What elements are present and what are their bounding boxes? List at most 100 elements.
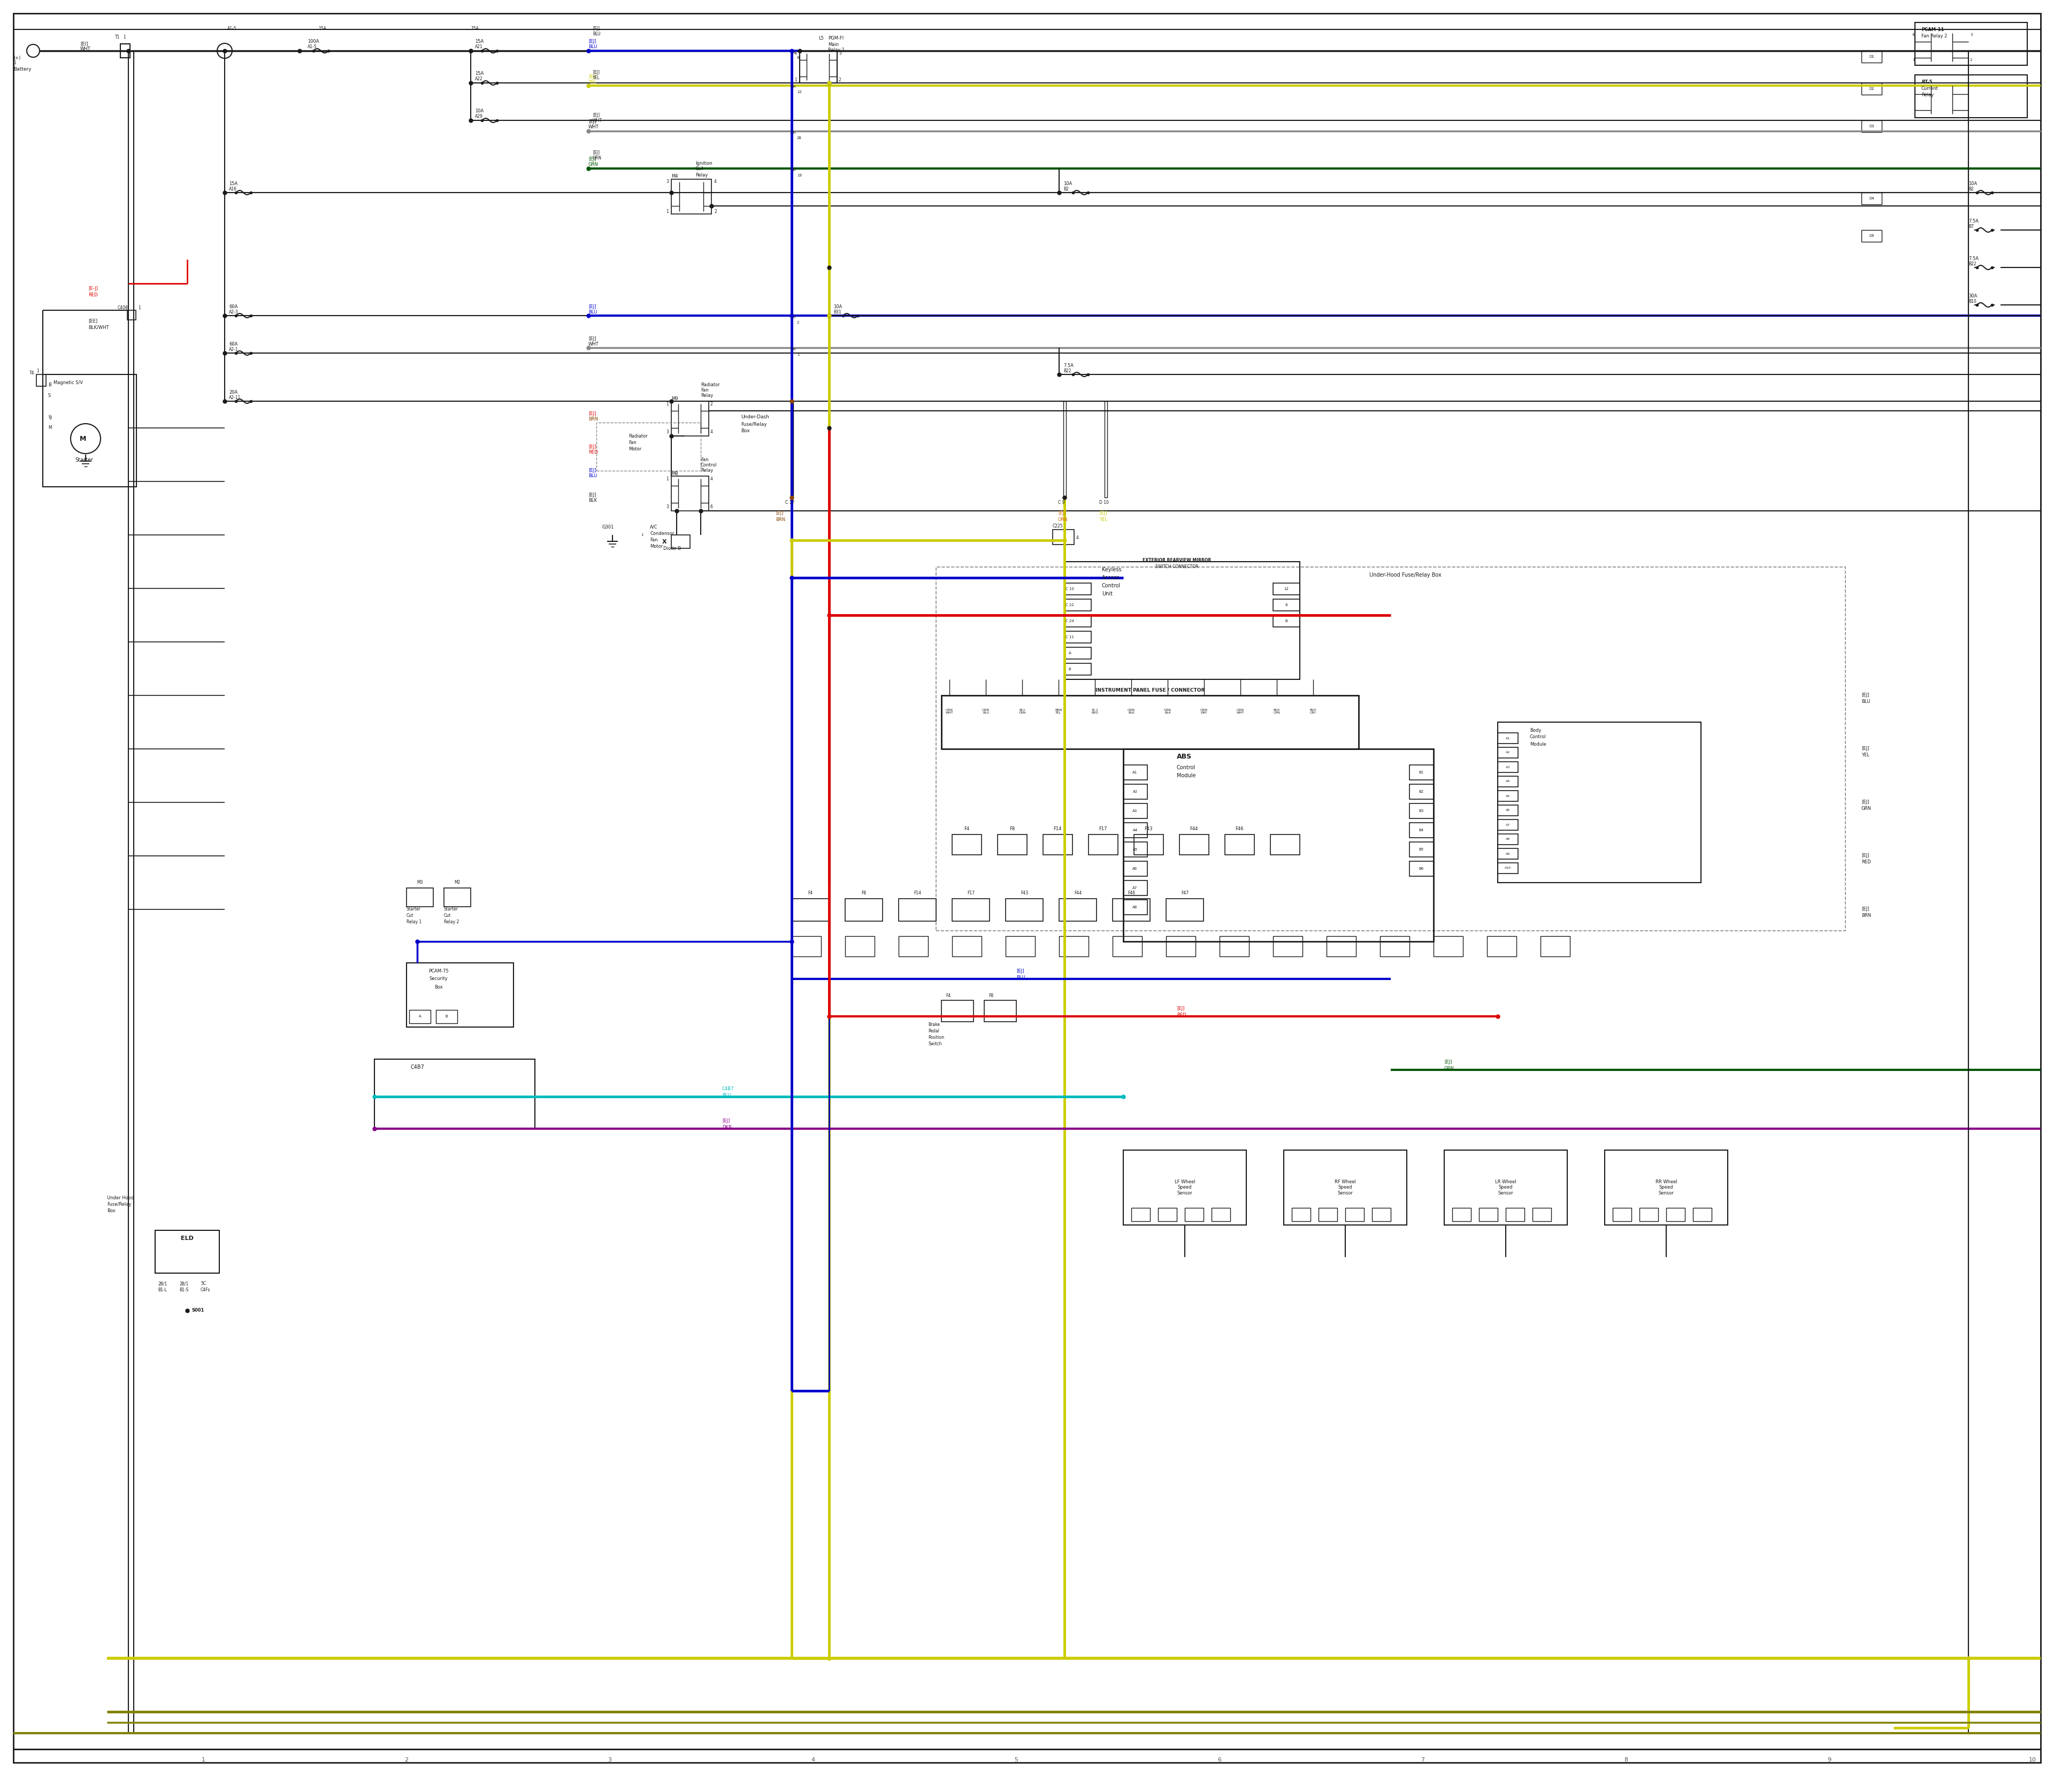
- Bar: [1612, 1208, 1631, 1220]
- Text: B1-L: B1-L: [158, 1288, 166, 1292]
- Text: PCAM-11: PCAM-11: [1920, 27, 1943, 32]
- Bar: [1134, 835, 1163, 855]
- Text: 4: 4: [1076, 536, 1078, 539]
- Text: Under Hood: Under Hood: [107, 1195, 134, 1201]
- Text: [EJ]: [EJ]: [1058, 511, 1066, 516]
- Text: D5: D5: [1869, 235, 1873, 238]
- Bar: [1409, 765, 1434, 780]
- Text: Relay: Relay: [1920, 91, 1933, 97]
- Bar: [1124, 785, 1148, 799]
- Text: C 22: C 22: [1066, 604, 1074, 607]
- Text: INSTRUMENT PANEL FUSE / CONNECTOR: INSTRUMENT PANEL FUSE / CONNECTOR: [1095, 688, 1206, 692]
- Text: A7: A7: [1506, 824, 1510, 826]
- Bar: [1124, 823, 1148, 837]
- Text: 30A: 30A: [1968, 294, 1978, 297]
- Text: B2: B2: [1419, 790, 1423, 794]
- Text: 4: 4: [715, 179, 717, 185]
- Text: A2-3: A2-3: [228, 310, 238, 314]
- Bar: [998, 835, 1027, 855]
- Text: A29: A29: [474, 115, 483, 118]
- Text: GRN: GRN: [587, 163, 598, 167]
- Text: F44: F44: [1189, 826, 1197, 831]
- Text: [EJ]: [EJ]: [776, 511, 783, 516]
- Text: [EJ]: [EJ]: [1861, 799, 1869, 805]
- Text: [EJ]: [EJ]: [1017, 968, 1025, 973]
- Bar: [672, 477, 709, 511]
- Text: D1: D1: [1869, 56, 1873, 59]
- Text: 1: 1: [665, 210, 668, 213]
- Text: BLU: BLU: [1017, 975, 1025, 980]
- Text: 2: 2: [715, 210, 717, 213]
- Text: 4: 4: [711, 430, 713, 435]
- Text: A6: A6: [1506, 808, 1510, 812]
- Bar: [1380, 935, 1409, 957]
- Text: Motor: Motor: [629, 446, 641, 452]
- Bar: [1006, 898, 1043, 921]
- Text: B2: B2: [1968, 186, 1974, 192]
- Bar: [1444, 1150, 1567, 1226]
- Bar: [1124, 765, 1148, 780]
- Bar: [791, 935, 822, 957]
- Bar: [672, 401, 709, 435]
- Text: 7.5A: 7.5A: [1968, 256, 1978, 262]
- Text: Switch: Switch: [928, 1041, 941, 1047]
- Text: YEL: YEL: [594, 75, 600, 81]
- Bar: [1861, 82, 1881, 95]
- Text: B: B: [1286, 620, 1288, 622]
- Text: [EJ]: [EJ]: [587, 444, 596, 450]
- Text: Under-Hood Fuse/Relay Box: Under-Hood Fuse/Relay Box: [1370, 572, 1442, 577]
- Text: [EJ]: [EJ]: [594, 113, 600, 118]
- Bar: [1064, 599, 1091, 611]
- Text: Module: Module: [1530, 742, 1547, 747]
- Bar: [1409, 785, 1434, 799]
- Text: B2: B2: [1064, 186, 1068, 192]
- Bar: [1273, 935, 1302, 957]
- Text: Fan: Fan: [700, 457, 709, 462]
- Bar: [1006, 935, 1035, 957]
- Bar: [1914, 75, 2027, 118]
- Text: 15A: 15A: [228, 181, 238, 186]
- Text: Position: Position: [928, 1034, 945, 1039]
- Text: Starter: Starter: [444, 907, 458, 912]
- Text: Battery: Battery: [14, 66, 31, 72]
- Text: 8: 8: [797, 56, 799, 59]
- Bar: [1506, 1208, 1524, 1220]
- Text: GRN: GRN: [1861, 806, 1871, 812]
- Text: 7: 7: [1421, 1758, 1425, 1763]
- Bar: [1060, 898, 1097, 921]
- Bar: [1319, 1208, 1337, 1220]
- Text: 19: 19: [797, 174, 801, 177]
- Bar: [435, 1011, 458, 1023]
- Text: LF Wheel
Speed
Sensor: LF Wheel Speed Sensor: [1175, 1179, 1195, 1195]
- Bar: [1487, 935, 1516, 957]
- Bar: [1064, 582, 1091, 595]
- Bar: [1185, 1208, 1204, 1220]
- Text: BVX
CRY: BVX CRY: [1310, 708, 1317, 715]
- Text: ORN
BLK: ORN BLK: [1165, 708, 1171, 715]
- Text: Dn: Dn: [791, 131, 795, 134]
- Text: T1: T1: [115, 36, 119, 39]
- Text: BLU: BLU: [587, 45, 598, 50]
- Text: B7: B7: [1968, 224, 1974, 229]
- Text: A1: A1: [1132, 771, 1138, 774]
- Text: Body: Body: [1530, 728, 1540, 733]
- Bar: [1273, 599, 1300, 611]
- Text: Relay: Relay: [696, 172, 709, 177]
- Text: M: M: [47, 425, 51, 430]
- Bar: [1861, 120, 1881, 133]
- Text: A: A: [419, 1014, 421, 1018]
- Text: S: S: [47, 394, 51, 398]
- Bar: [1113, 898, 1150, 921]
- Text: F46: F46: [1234, 826, 1243, 831]
- Bar: [1105, 401, 1107, 498]
- Bar: [1345, 1208, 1364, 1220]
- Text: X: X: [661, 539, 668, 545]
- Text: Current: Current: [1920, 86, 1939, 91]
- Text: D 10: D 10: [1099, 500, 1109, 505]
- Bar: [953, 898, 990, 921]
- Bar: [1497, 790, 1518, 801]
- Text: C225: C225: [1052, 523, 1064, 529]
- Text: BLK: BLK: [587, 498, 598, 502]
- Text: Dn: Dn: [791, 348, 795, 351]
- Bar: [1064, 615, 1091, 627]
